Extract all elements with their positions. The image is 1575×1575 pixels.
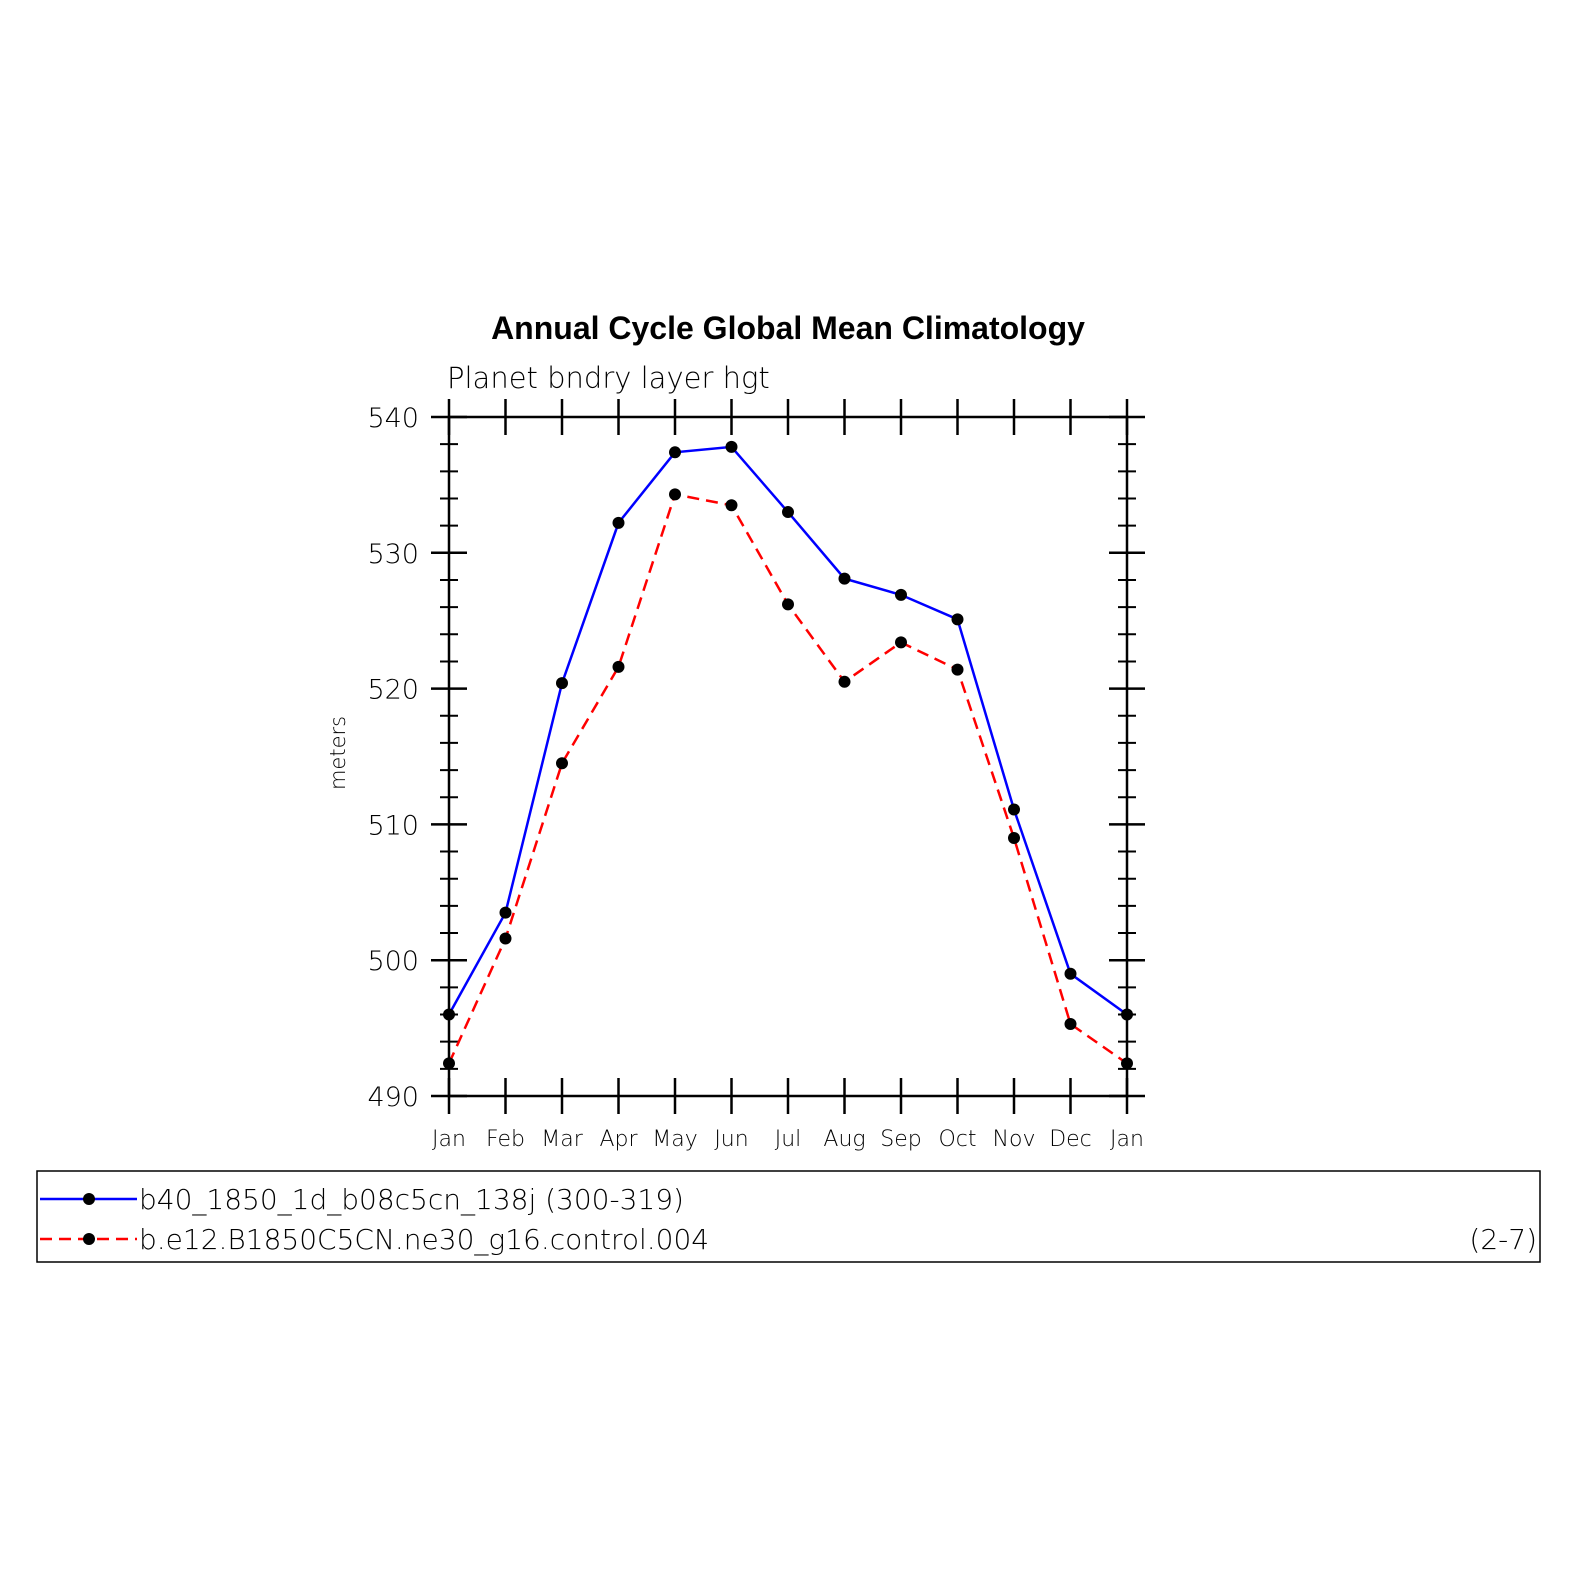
series-line-2 xyxy=(447,492,1128,1065)
chart-title: Annual Cycle Global Mean Climatology xyxy=(491,310,1085,346)
legend-swatch-marker xyxy=(83,1233,95,1245)
data-point xyxy=(725,440,738,453)
legend-label-2: b.e12.B1850C5CN.ne30_g16.control.004 xyxy=(139,1223,709,1257)
x-tick-labels: Jan Feb Mar Apr May Jun Jul Aug Sep Oct Nov Dec Jan xyxy=(432,1127,1144,1152)
y-tick-label: 510 xyxy=(367,810,419,841)
data-point xyxy=(499,906,512,919)
data-point xyxy=(669,488,681,501)
data-point xyxy=(612,516,625,529)
data-point xyxy=(951,663,964,676)
data-point xyxy=(1064,1018,1077,1031)
x-tick-label: May xyxy=(652,1127,697,1152)
x-tick-label: Sep xyxy=(880,1127,921,1152)
x-tick-label: Aug xyxy=(823,1127,865,1152)
x-tick-label: Feb xyxy=(486,1127,525,1152)
y-tick-label: 520 xyxy=(367,675,419,706)
y-axis-label: meters xyxy=(326,716,350,790)
data-point xyxy=(499,932,512,945)
chart-subtitle: Planet bndry layer hgt xyxy=(447,361,770,395)
plot-frame xyxy=(447,415,1129,1098)
data-point xyxy=(556,757,568,770)
y-tick-label: 500 xyxy=(367,946,419,977)
data-point xyxy=(895,588,907,601)
data-point xyxy=(725,499,738,512)
data-point xyxy=(669,446,681,459)
x-tick-label: Nov xyxy=(993,1127,1036,1152)
y-tick-label: 490 xyxy=(367,1082,419,1113)
y-tick-label: 530 xyxy=(367,539,419,570)
data-point xyxy=(782,506,794,519)
data-point xyxy=(1064,967,1077,980)
series-layer xyxy=(443,440,1133,1070)
x-tick-label: Oct xyxy=(938,1127,976,1152)
legend-item-1: b40_1850_1d_b08c5cn_138j (300-319) xyxy=(40,1183,684,1217)
data-point xyxy=(782,598,794,611)
legend-note: (2-7) xyxy=(1469,1223,1537,1256)
x-tick-label: Apr xyxy=(599,1127,638,1152)
y-tick-label: 540 xyxy=(367,403,419,434)
legend-box xyxy=(36,1170,1541,1263)
series-line-1 xyxy=(447,445,1128,1016)
data-point xyxy=(838,572,851,585)
data-point xyxy=(1008,831,1020,844)
x-tick-label: Mar xyxy=(541,1127,583,1152)
data-point xyxy=(556,677,568,690)
legend-item-2: b.e12.B1850C5CN.ne30_g16.control.004 xyxy=(40,1223,709,1257)
x-tick-label: Jun xyxy=(714,1127,748,1152)
legend-label-1: b40_1850_1d_b08c5cn_138j (300-319) xyxy=(139,1183,684,1217)
x-tick-label: Jan xyxy=(1110,1127,1144,1152)
x-tick-label: Jan xyxy=(432,1127,466,1152)
y-tick-labels: 490 500 510 520 530 540 xyxy=(367,403,419,1113)
legend: b40_1850_1d_b08c5cn_138j (300-319) b.e12… xyxy=(36,1170,1541,1263)
x-tick-label: Dec xyxy=(1049,1127,1092,1152)
data-point xyxy=(838,675,851,688)
data-point xyxy=(895,636,907,649)
legend-swatch-marker xyxy=(83,1193,95,1205)
data-point xyxy=(1008,803,1020,816)
data-point xyxy=(612,660,625,673)
x-tick-label: Jul xyxy=(775,1127,802,1152)
data-point xyxy=(951,613,964,626)
